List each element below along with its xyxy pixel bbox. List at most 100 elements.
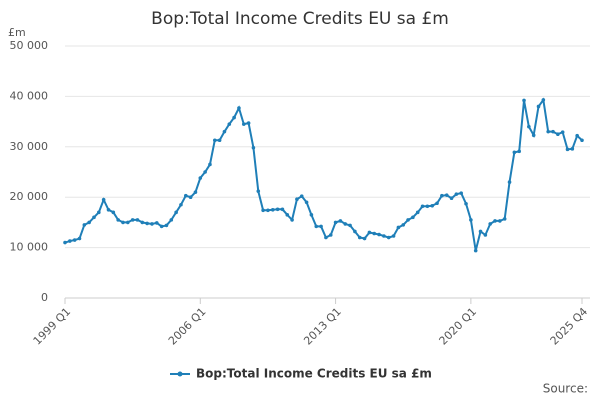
point: [155, 221, 159, 225]
point: [348, 223, 352, 228]
point: [285, 213, 290, 217]
point: [217, 138, 222, 143]
point: [362, 236, 367, 241]
point: [353, 229, 357, 234]
point: [290, 218, 294, 222]
x-tick-label: 1999 Q1: [31, 305, 74, 348]
point: [111, 210, 116, 215]
point: [68, 239, 72, 243]
legend-label: Bop:Total Income Credits EU sa £m: [196, 367, 432, 381]
point: [391, 234, 396, 238]
point: [92, 215, 96, 220]
point: [227, 122, 232, 126]
y-tick-label: 30 000: [10, 140, 49, 153]
point: [126, 220, 130, 225]
point: [473, 248, 478, 253]
point: [372, 231, 377, 236]
point: [270, 208, 275, 212]
point: [478, 229, 483, 234]
y-tick-label: 0: [41, 291, 48, 304]
point: [502, 217, 507, 221]
point: [357, 235, 362, 240]
point: [411, 215, 415, 220]
point: [570, 147, 575, 151]
point: [280, 207, 285, 212]
point: [77, 236, 82, 241]
point: [150, 222, 154, 226]
point: [343, 222, 348, 226]
point: [377, 232, 381, 237]
point: [328, 233, 333, 237]
point: [63, 240, 67, 245]
point: [493, 219, 497, 223]
point: [556, 132, 560, 136]
chart-title: Bop:Total Income Credits EU sa £m: [151, 9, 449, 29]
point: [183, 193, 188, 198]
point: [314, 224, 319, 229]
x-tick-label: 2025 Q4: [548, 305, 591, 348]
point: [440, 193, 444, 198]
point: [212, 138, 217, 143]
point: [101, 197, 106, 202]
point: [415, 210, 420, 215]
point: [565, 147, 570, 152]
point: [266, 208, 270, 213]
point: [483, 233, 488, 237]
point: [536, 104, 541, 109]
point: [193, 190, 198, 194]
point: [203, 170, 207, 174]
point: [121, 220, 125, 225]
point: [208, 162, 212, 167]
point: [531, 133, 536, 138]
point: [406, 218, 410, 222]
point: [179, 202, 183, 207]
point: [367, 230, 372, 235]
point: [164, 223, 169, 228]
point: [338, 219, 343, 223]
point: [464, 201, 468, 206]
point: [382, 234, 386, 238]
point: [396, 225, 401, 230]
point: [575, 133, 579, 138]
point: [401, 223, 406, 227]
point: [507, 180, 512, 184]
x-tick-label: 2006 Q1: [166, 305, 209, 348]
point: [246, 121, 251, 125]
point: [551, 129, 555, 134]
point: [87, 220, 91, 225]
point: [174, 210, 178, 215]
point: [333, 220, 338, 225]
point: [256, 189, 261, 193]
point: [498, 219, 502, 223]
point: [261, 208, 265, 213]
point: [386, 235, 391, 240]
point: [309, 213, 314, 217]
point: [430, 203, 435, 208]
point: [546, 129, 550, 134]
point: [324, 235, 328, 240]
point: [425, 204, 430, 209]
y-unit: £m: [8, 26, 26, 39]
point: [469, 218, 473, 222]
point: [251, 146, 256, 150]
point: [72, 238, 77, 242]
point: [169, 218, 174, 222]
point: [541, 98, 546, 102]
point: [222, 129, 227, 134]
point: [449, 196, 454, 201]
point: [527, 124, 531, 129]
point: [188, 195, 193, 199]
point: [241, 122, 246, 126]
series-line: [64, 97, 583, 251]
point: [159, 224, 164, 229]
point: [130, 218, 135, 222]
y-tick-label: 20 000: [10, 190, 49, 203]
point: [319, 224, 323, 229]
point: [82, 223, 87, 227]
point: [198, 176, 203, 180]
x-tick-label: 2020 Q1: [437, 305, 480, 348]
point: [106, 208, 111, 212]
point: [580, 138, 584, 143]
y-tick-label: 40 000: [10, 89, 49, 102]
